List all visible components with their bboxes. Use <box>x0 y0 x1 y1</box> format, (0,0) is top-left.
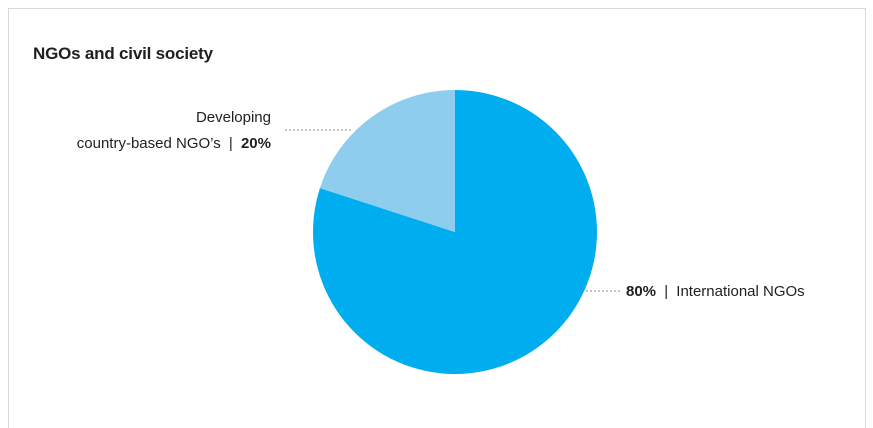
slice-separator-international: | <box>664 283 668 300</box>
slice-label-developing-line2: country-based NGO’s | 20% <box>77 135 271 152</box>
slice-value-developing: 20% <box>241 135 271 152</box>
slice-name-developing: country-based NGO’s <box>77 135 221 152</box>
slice-name-international: International NGOs <box>676 283 804 300</box>
chart-frame <box>8 8 866 428</box>
slice-label-international: 80% | International NGOs <box>626 283 805 300</box>
slice-separator-developing: | <box>229 135 233 152</box>
chart-title: NGOs and civil society <box>33 44 213 63</box>
pie-slice-developing <box>319 90 455 232</box>
slice-label-developing-line1: Developing <box>196 109 271 126</box>
pie-chart: 80% | International NGOs Developing coun… <box>77 90 805 375</box>
slice-value-international: 80% <box>626 283 656 300</box>
leader-lines <box>285 129 620 292</box>
pie-slices <box>313 90 597 375</box>
pie-slice-international <box>313 90 597 375</box>
